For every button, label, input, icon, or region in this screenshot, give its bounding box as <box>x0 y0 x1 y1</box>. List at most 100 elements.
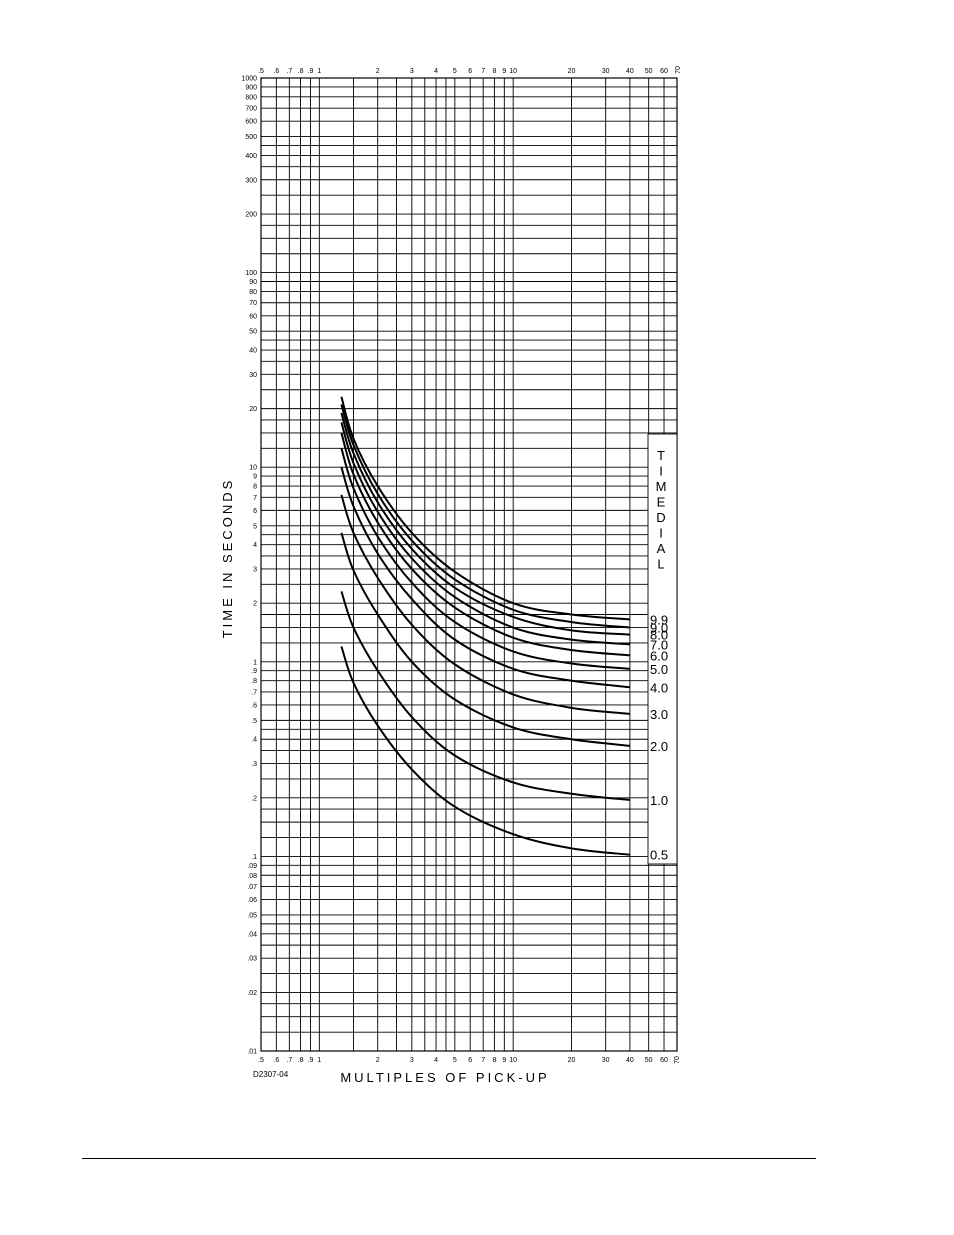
legend-title-letter: M <box>656 479 667 494</box>
y-tick-label: .03 <box>247 956 257 963</box>
x-tick-labels-top: .5 .6 .7 .8 .9 1 2 3 4 5 6 7 8 9 10 20 30 40 50 60 70 <box>258 66 682 75</box>
x-tick-label-top: .5 <box>258 68 264 75</box>
y-tick-label: .4 <box>251 737 257 744</box>
legend-title-letter: I <box>659 526 663 541</box>
y-tick-label: .08 <box>247 873 257 880</box>
curve-label-3-0: 3.0 <box>650 707 668 722</box>
x-tick-label-bottom: 20 <box>568 1057 576 1064</box>
x-tick-label-bottom: .6 <box>273 1057 279 1064</box>
x-tick-label-top: 20 <box>568 68 576 75</box>
curve-label-6-0: 6.0 <box>650 648 668 663</box>
y-tick-label: 30 <box>249 372 257 379</box>
curve-label-2-0: 2.0 <box>650 739 668 754</box>
curve-label-8-0: 8.0 <box>650 628 668 643</box>
curve-0-5 <box>340 646 630 856</box>
y-tick-label: 4 <box>253 542 257 549</box>
legend-title-letter: E <box>657 495 666 510</box>
grid <box>260 77 678 1052</box>
y-tick-label: .9 <box>251 668 257 675</box>
y-tick-label: .09 <box>247 863 257 870</box>
x-tick-labels-bottom: .5 .6 .7 .8 .9 1 2 3 4 5 6 7 8 9 10 20 30 40 50 60 70 <box>258 1056 681 1064</box>
y-tick-label: 7 <box>253 495 257 502</box>
curve-8-0 <box>340 412 630 636</box>
y-tick-label: .2 <box>251 795 257 802</box>
curve-label-1-0: 1.0 <box>650 793 668 808</box>
x-tick-label-top: 10 <box>509 68 517 75</box>
x-tick-label-top: 60 <box>660 68 668 75</box>
y-tick-label: .8 <box>251 678 257 685</box>
x-tick-label-bottom: 40 <box>626 1057 634 1064</box>
x-tick-label-bottom: 5 <box>453 1057 457 1064</box>
x-tick-label-bottom: 9 <box>502 1057 506 1064</box>
curve-label-0-5: 0.5 <box>650 848 668 863</box>
y-tick-label: 70 <box>249 300 257 307</box>
y-tick-label: 40 <box>249 348 257 355</box>
x-tick-label-bottom: .8 <box>298 1057 304 1064</box>
x-tick-label-bottom: 8 <box>492 1057 496 1064</box>
curve-5-0 <box>340 448 630 670</box>
x-tick-label-bottom: 3 <box>410 1057 414 1064</box>
y-tick-label: .02 <box>247 990 257 997</box>
x-tick-label-bottom: 2 <box>376 1057 380 1064</box>
x-tick-label-top: 40 <box>626 68 634 75</box>
y-tick-label: .5 <box>251 718 257 725</box>
x-tick-label-top: 2 <box>376 68 380 75</box>
curve-9-0 <box>340 404 630 629</box>
y-tick-label: 200 <box>245 212 257 219</box>
x-tick-label-bottom: 4 <box>434 1057 438 1064</box>
x-tick-label-top: 50 <box>645 68 653 75</box>
y-tick-label: 1 <box>253 659 257 666</box>
y-tick-label: 6 <box>253 508 257 515</box>
drawing-reference: D2307-04 <box>253 1070 289 1079</box>
x-tick-label-top: 7 <box>481 68 485 75</box>
curves <box>340 396 631 856</box>
y-tick-label: .05 <box>247 912 257 919</box>
y-tick-label: 5 <box>253 523 257 530</box>
footer-rule <box>82 1158 816 1159</box>
curve-label-5-0: 5.0 <box>650 662 668 677</box>
y-tick-label: .07 <box>247 884 257 891</box>
y-tick-label: 800 <box>245 94 257 101</box>
x-tick-label-bottom: 60 <box>660 1057 668 1064</box>
x-tick-label-top: 3 <box>410 68 414 75</box>
x-tick-label-bottom: 6 <box>468 1057 472 1064</box>
x-tick-label-bottom: 30 <box>602 1057 610 1064</box>
curve-1-0 <box>340 591 630 801</box>
x-tick-label-top: 4 <box>434 68 438 75</box>
legend-title-letter: L <box>657 557 664 572</box>
x-tick-label-top: 6 <box>468 68 472 75</box>
x-tick-label-top: 8 <box>492 68 496 75</box>
y-tick-label: .7 <box>251 689 257 696</box>
y-tick-label: 400 <box>245 153 257 160</box>
x-tick-label-top: 1 <box>317 68 321 75</box>
y-tick-label: .06 <box>247 897 257 904</box>
curve-3-0 <box>340 494 630 715</box>
curve-2-0 <box>340 532 631 747</box>
y-tick-label: .1 <box>251 854 257 861</box>
y-tick-label: 9 <box>253 474 257 481</box>
y-tick-label: 60 <box>249 313 257 320</box>
legend-title-letter: D <box>656 510 665 525</box>
x-tick-label-top: 9 <box>502 68 506 75</box>
y-tick-label: 900 <box>245 84 257 91</box>
x-tick-label-bottom: .9 <box>308 1057 314 1064</box>
curve-4-0 <box>340 466 631 689</box>
curve-7-0 <box>340 422 630 646</box>
x-axis-title: MULTIPLES OF PICK-UP <box>340 1070 549 1085</box>
y-tick-label: 20 <box>249 406 257 413</box>
curve-label-9-0: 9.0 <box>650 621 668 636</box>
y-tick-label: 80 <box>249 289 257 296</box>
x-tick-label-top: 70 <box>675 66 682 74</box>
y-tick-label: 700 <box>245 106 257 113</box>
y-tick-label: .01 <box>247 1049 257 1056</box>
legend-box <box>647 433 678 865</box>
y-tick-label: 10 <box>249 465 257 472</box>
plot-frame <box>260 77 678 1052</box>
curve-label-9-9: 9.9 <box>650 612 668 627</box>
x-tick-label-bottom: 7 <box>481 1057 485 1064</box>
curve-6-0 <box>340 432 630 657</box>
y-tick-label: 1000 <box>241 76 257 83</box>
y-tick-label: 50 <box>249 329 257 336</box>
